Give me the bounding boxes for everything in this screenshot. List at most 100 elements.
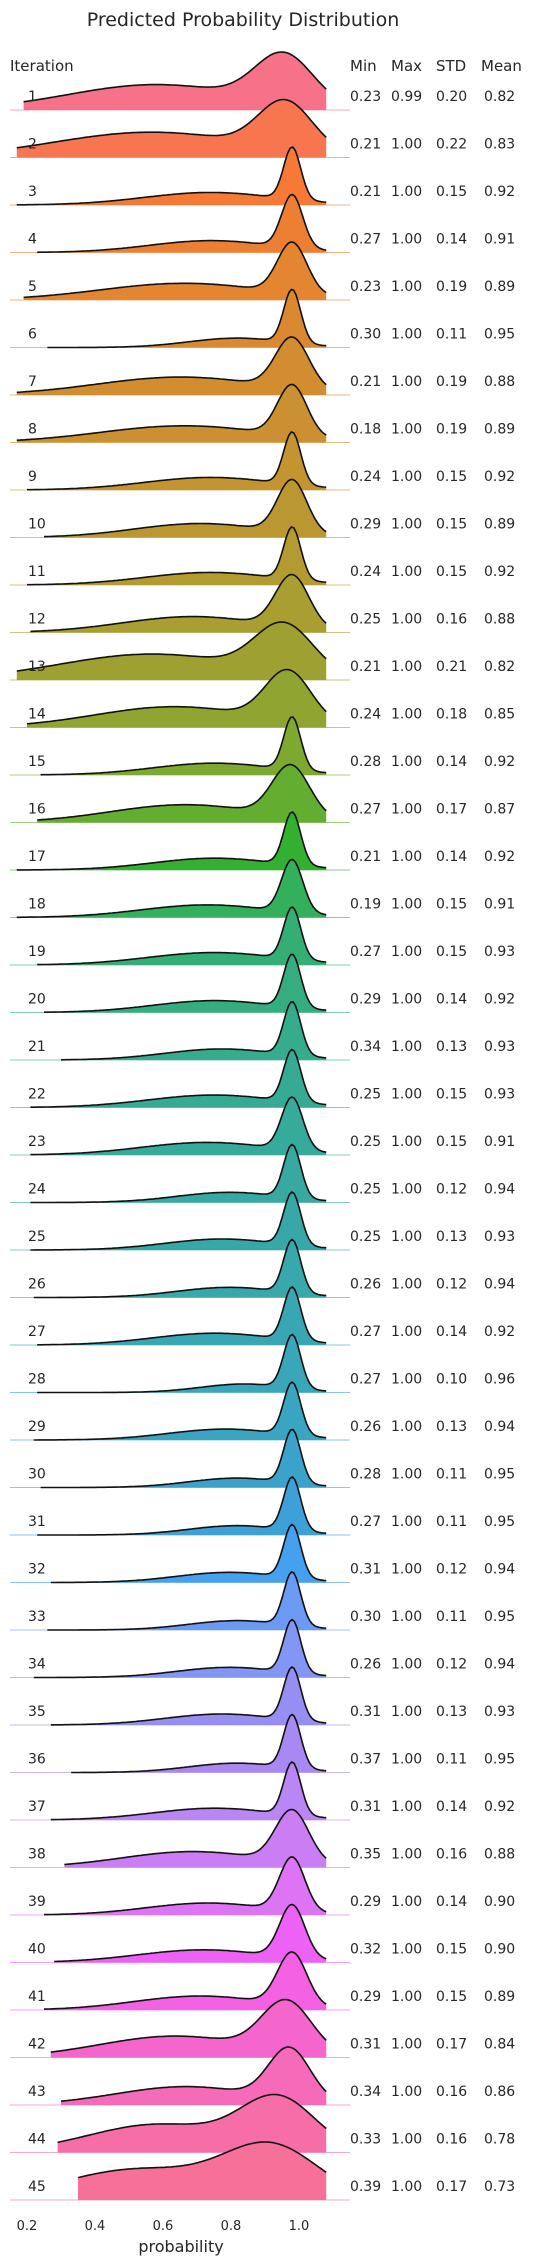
ridge-line-45 <box>77 2141 327 2179</box>
stat-max: 1.00 <box>391 802 422 818</box>
stat-max: 1.00 <box>391 517 422 533</box>
ridge-fill-24 <box>30 1144 327 1203</box>
iteration-label: 42 <box>28 2037 46 2053</box>
iteration-label: 45 <box>28 2179 46 2195</box>
stat-min: 0.25 <box>350 1134 381 1150</box>
x-tick-label: 0.8 <box>221 2219 242 2234</box>
iteration-label: 40 <box>28 1942 46 1958</box>
ridges-group <box>10 51 350 2201</box>
stat-max: 1.00 <box>391 184 422 200</box>
stat-mean: 0.95 <box>484 1514 515 1530</box>
stat-mean: 0.92 <box>484 992 515 1008</box>
stat-mean: 0.92 <box>484 754 515 770</box>
stat-mean: 0.88 <box>484 612 515 628</box>
ridge-line-25 <box>30 1190 327 1251</box>
ridge-line-8 <box>16 383 327 441</box>
stat-mean: 0.91 <box>484 232 515 248</box>
stat-std: 0.13 <box>436 1419 467 1435</box>
ridge-line-33 <box>47 1571 327 1631</box>
chart-title: Predicted Probability Distribution <box>87 9 400 31</box>
ridge-line-43 <box>60 2046 327 2102</box>
stat-max: 1.00 <box>391 897 422 913</box>
stat-mean: 0.92 <box>484 469 515 485</box>
stat-min: 0.18 <box>350 422 381 438</box>
ridge-fill-27 <box>37 1287 327 1345</box>
stat-std: 0.11 <box>436 1514 467 1530</box>
stat-min: 0.25 <box>350 612 381 628</box>
stat-max: 1.00 <box>391 1657 422 1673</box>
iteration-label: 43 <box>28 2084 46 2100</box>
stat-max: 1.00 <box>391 374 422 390</box>
stat-min: 0.27 <box>350 802 381 818</box>
ridge-line-42 <box>50 1998 327 2053</box>
stat-min: 0.21 <box>350 849 381 865</box>
iteration-label: 26 <box>28 1277 46 1293</box>
header-max: Max <box>391 57 422 75</box>
stat-min: 0.27 <box>350 232 381 248</box>
iteration-label: 30 <box>28 1467 46 1483</box>
stat-min: 0.23 <box>350 279 381 295</box>
stat-min: 0.26 <box>350 1657 381 1673</box>
stat-min: 0.30 <box>350 327 381 343</box>
stat-max: 1.00 <box>391 1134 422 1150</box>
iteration-label: 41 <box>28 1989 46 2005</box>
stat-mean: 0.94 <box>484 1182 515 1198</box>
iteration-label: 32 <box>28 1562 46 1578</box>
stat-max: 1.00 <box>391 1039 422 1055</box>
x-axis-label: probability <box>138 2237 223 2256</box>
iteration-label: 14 <box>28 707 46 723</box>
ridge-line-20 <box>44 953 327 1013</box>
stat-std: 0.20 <box>436 89 467 105</box>
stat-mean: 0.89 <box>484 517 515 533</box>
ridge-fill-21 <box>61 1002 327 1060</box>
stat-max: 1.00 <box>391 1324 422 1340</box>
ridge-line-24 <box>30 1143 327 1204</box>
ridge-line-9 <box>27 431 327 491</box>
ridge-fill-36 <box>71 1714 327 1773</box>
stat-min: 0.31 <box>350 2037 381 2053</box>
stat-mean: 0.96 <box>484 1372 515 1388</box>
stat-mean: 0.91 <box>484 1134 515 1150</box>
ridge-fill-44 <box>57 2094 327 2153</box>
stat-max: 1.00 <box>391 1419 422 1435</box>
stat-mean: 0.93 <box>484 944 515 960</box>
stat-mean: 0.94 <box>484 1277 515 1293</box>
stat-std: 0.16 <box>436 1847 467 1863</box>
stat-max: 1.00 <box>391 1942 422 1958</box>
stat-mean: 0.89 <box>484 422 515 438</box>
stat-mean: 0.89 <box>484 279 515 295</box>
ridge-line-30 <box>40 1428 327 1489</box>
stat-min: 0.39 <box>350 2179 381 2195</box>
stat-max: 1.00 <box>391 2037 422 2053</box>
ridge-fill-26 <box>33 1239 327 1298</box>
stat-min: 0.32 <box>350 1942 381 1958</box>
ridge-line-6 <box>47 288 327 349</box>
stat-std: 0.17 <box>436 802 467 818</box>
ridge-line-26 <box>33 1238 327 1299</box>
stat-mean: 0.84 <box>484 2037 515 2053</box>
stat-max: 1.00 <box>391 1799 422 1815</box>
stat-max: 1.00 <box>391 1514 422 1530</box>
stat-min: 0.27 <box>350 1372 381 1388</box>
ridge-line-38 <box>64 1808 327 1866</box>
x-tick-label: 0.2 <box>17 2219 38 2234</box>
stat-std: 0.19 <box>436 374 467 390</box>
iteration-label: 27 <box>28 1324 46 1340</box>
ridge-line-22 <box>30 1048 327 1108</box>
ridge-line-10 <box>44 478 327 538</box>
ridge-line-40 <box>54 1903 327 1963</box>
iteration-label: 10 <box>28 517 46 533</box>
ridge-line-44 <box>57 2093 327 2144</box>
stat-mean: 0.93 <box>484 1229 515 1245</box>
stat-min: 0.27 <box>350 1324 381 1340</box>
ridge-line-19 <box>37 905 327 966</box>
iteration-label: 6 <box>28 327 37 343</box>
iteration-label: 2 <box>28 137 37 153</box>
ridge-line-7 <box>16 336 327 394</box>
x-axis: 0.2 0.4 0.6 0.8 1.0 <box>17 2219 310 2234</box>
stat-std: 0.15 <box>436 1989 467 2005</box>
stat-max: 1.00 <box>391 232 422 248</box>
ridge-line-15 <box>40 716 327 776</box>
header-mean: Mean <box>481 57 522 75</box>
